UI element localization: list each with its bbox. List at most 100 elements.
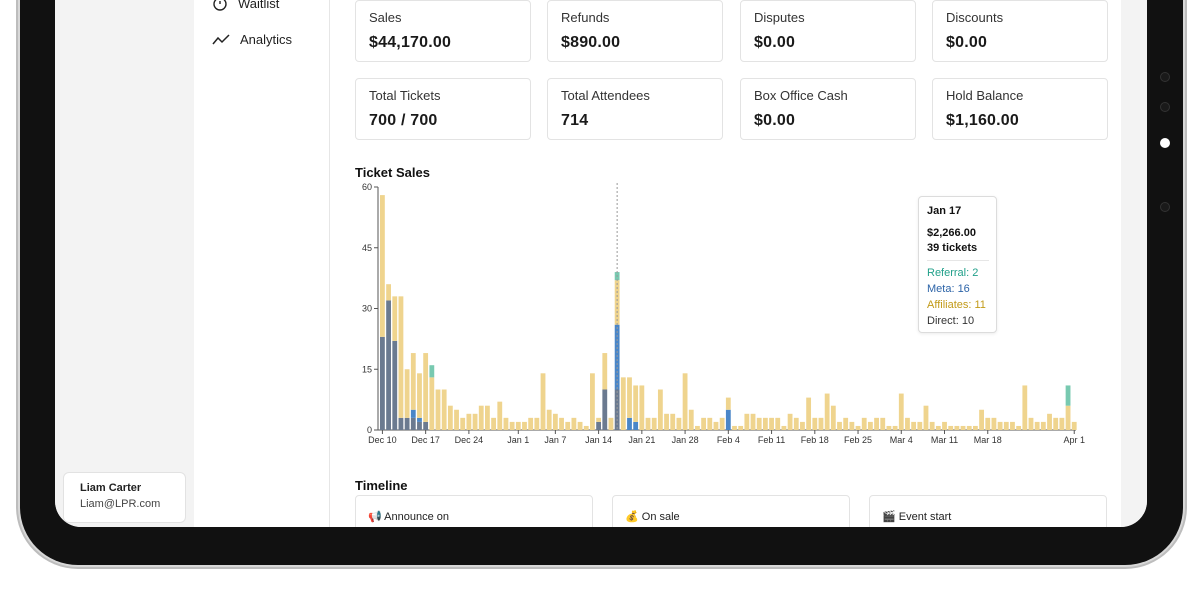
nav-item-label: Waitlist bbox=[238, 0, 280, 11]
bar-segment-affiliates bbox=[849, 421, 855, 430]
timeline-title: Timeline bbox=[355, 478, 408, 493]
bar-segment-affiliates bbox=[905, 417, 910, 430]
bar-segment-affiliates bbox=[960, 425, 966, 430]
timeline-card-announce[interactable]: 📢 Announce on bbox=[355, 495, 593, 527]
bar-segment-affiliates bbox=[812, 417, 818, 430]
user-card[interactable]: Liam Carter Liam@LPR.com bbox=[63, 472, 186, 523]
bar-segment-affiliates bbox=[898, 393, 904, 430]
bar-segment-affiliates bbox=[651, 417, 657, 430]
bar-segment-affiliates bbox=[1065, 405, 1071, 430]
stat-label: Total Attendees bbox=[561, 88, 650, 103]
bar-segment-affiliates bbox=[478, 405, 484, 430]
bar-segment-affiliates bbox=[855, 425, 861, 430]
stat-card-hold-balance[interactable]: Hold Balance $1,160.00 bbox=[932, 78, 1108, 140]
bar-segment-affiliates bbox=[447, 405, 453, 430]
bar-segment-affiliates bbox=[614, 280, 620, 325]
tooltip-referral: Referral: 2 bbox=[927, 267, 979, 279]
bar-segment-affiliates bbox=[608, 417, 614, 430]
bar-segment-direct bbox=[386, 300, 391, 430]
stat-card-total-tickets[interactable]: Total Tickets 700 / 700 bbox=[355, 78, 531, 140]
x-tick-label: Dec 10 bbox=[368, 435, 397, 445]
bar-segment-affiliates bbox=[423, 353, 429, 422]
timeline-label: Event start bbox=[898, 511, 952, 523]
tooltip-tickets: 39 tickets bbox=[927, 242, 978, 254]
bar-segment-affiliates bbox=[540, 373, 546, 430]
x-tick-label: Dec 17 bbox=[411, 435, 440, 445]
bar-segment-affiliates bbox=[769, 417, 774, 430]
stat-value: $44,170.00 bbox=[369, 34, 452, 51]
stat-label: Box Office Cash bbox=[754, 88, 848, 103]
bar-segment-affiliates bbox=[929, 421, 935, 430]
tooltip-direct: Direct: 10 bbox=[927, 315, 975, 327]
bar-segment-meta bbox=[614, 324, 620, 390]
bar-segment-affiliates bbox=[911, 421, 917, 430]
bar-segment-direct bbox=[596, 421, 602, 430]
x-tick-label: Jan 14 bbox=[585, 435, 612, 445]
nav-item-label: Analytics bbox=[240, 32, 293, 47]
bar-segment-direct bbox=[602, 389, 608, 430]
bar-segment-affiliates bbox=[682, 373, 688, 430]
bar-segment-affiliates bbox=[923, 405, 929, 430]
stat-card-sales[interactable]: Sales $44,170.00 bbox=[355, 0, 531, 62]
bar-segment-affiliates bbox=[522, 421, 527, 430]
stat-card-refunds[interactable]: Refunds $890.00 bbox=[547, 0, 723, 62]
bar-segment-affiliates bbox=[596, 417, 602, 422]
bar-segment-affiliates bbox=[571, 417, 577, 430]
bar-segment-meta bbox=[633, 421, 639, 430]
bar-segment-affiliates bbox=[744, 413, 750, 430]
stat-label: Sales bbox=[369, 10, 402, 25]
bar-segment-affiliates bbox=[410, 353, 416, 410]
stat-value: $890.00 bbox=[561, 34, 621, 51]
bar-segment-affiliates bbox=[497, 401, 503, 430]
nav-item-analytics[interactable]: Analytics bbox=[212, 32, 292, 47]
timeline-label: Announce on bbox=[384, 511, 449, 523]
stat-card-box-office-cash[interactable]: Box Office Cash $0.00 bbox=[740, 78, 916, 140]
bar-segment-affiliates bbox=[392, 296, 398, 341]
bar-segment-affiliates bbox=[701, 417, 707, 430]
bar-segment-affiliates bbox=[528, 417, 534, 430]
bar-segment-direct bbox=[614, 389, 620, 430]
app-screen: Liam Carter Liam@LPR.com Waitlist Analyt… bbox=[55, 0, 1147, 527]
bar-segment-affiliates bbox=[590, 373, 595, 430]
x-tick-label: Jan 7 bbox=[544, 435, 566, 445]
y-tick-label: 30 bbox=[362, 304, 372, 314]
stat-label: Refunds bbox=[561, 10, 610, 25]
money-bag-icon: 💰 bbox=[625, 511, 639, 523]
bar-segment-affiliates bbox=[688, 409, 694, 430]
bar-segment-meta bbox=[725, 409, 731, 430]
tooltip-meta: Meta: 16 bbox=[927, 283, 970, 295]
tooltip-affiliates: Affiliates: 11 bbox=[927, 299, 986, 311]
bar-segment-affiliates bbox=[756, 417, 762, 430]
timeline-card-on-sale[interactable]: 💰 On sale bbox=[612, 495, 850, 527]
bar-segment-direct bbox=[392, 340, 398, 430]
bar-segment-affiliates bbox=[466, 413, 472, 430]
bar-segment-direct bbox=[380, 336, 385, 430]
bar-segment-affiliates bbox=[472, 413, 478, 430]
bar-segment-affiliates bbox=[732, 425, 737, 430]
bar-segment-affiliates bbox=[515, 421, 521, 430]
bar-segment-affiliates bbox=[991, 417, 997, 430]
sensor-dot bbox=[1160, 202, 1170, 212]
stat-card-total-attendees[interactable]: Total Attendees 714 bbox=[547, 78, 723, 140]
bar-segment-affiliates bbox=[750, 413, 756, 430]
tooltip-divider bbox=[927, 260, 989, 261]
bar-segment-affiliates bbox=[485, 405, 490, 430]
stat-card-disputes[interactable]: Disputes $0.00 bbox=[740, 0, 916, 62]
camera-dot bbox=[1160, 138, 1170, 148]
stat-label: Hold Balance bbox=[946, 88, 1024, 103]
bar-segment-affiliates bbox=[725, 397, 731, 410]
bar-segment-affiliates bbox=[1010, 421, 1015, 430]
stat-value: $0.00 bbox=[754, 112, 796, 129]
bar-segment-direct bbox=[404, 417, 410, 430]
timeline-card-event-start[interactable]: 🎬 Event start bbox=[869, 495, 1107, 527]
bar-segment-affiliates bbox=[1034, 421, 1040, 430]
ticket-sales-chart[interactable]: 0 15 30 45 60 Dec 10 Dec 17 Dec 24 Jan 1 Jan 7 Jan… bbox=[330, 180, 1121, 460]
bar-segment-affiliates bbox=[676, 417, 682, 430]
bar-segment-affiliates bbox=[713, 421, 719, 430]
stat-card-discounts[interactable]: Discounts $0.00 bbox=[932, 0, 1108, 62]
y-tick-label: 0 bbox=[367, 425, 372, 435]
nav-item-waitlist[interactable]: Waitlist bbox=[212, 0, 279, 11]
stat-value: $0.00 bbox=[754, 34, 796, 51]
bar-segment-affiliates bbox=[404, 369, 410, 418]
x-tick-label: Apr 1 bbox=[1063, 435, 1085, 445]
